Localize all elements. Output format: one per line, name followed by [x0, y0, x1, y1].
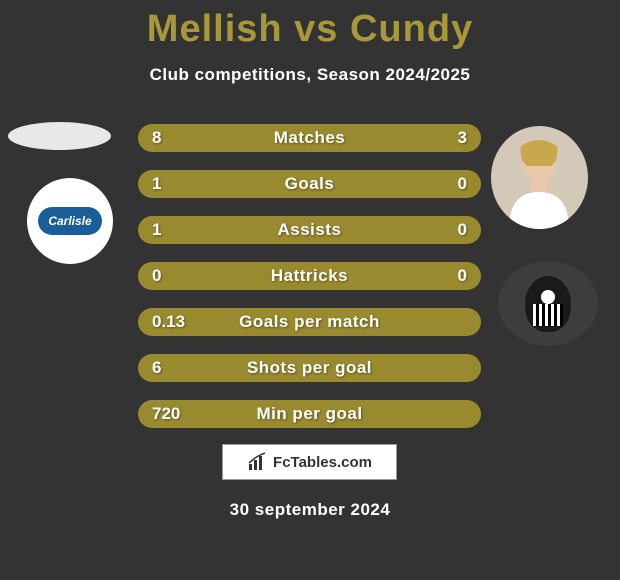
stat-left-value: 720: [152, 404, 180, 424]
notts-county-badge-icon: [525, 276, 571, 332]
stat-left-value: 0.13: [152, 312, 185, 332]
stat-label: Assists: [278, 220, 342, 240]
stat-label: Min per goal: [256, 404, 362, 424]
stat-label: Goals per match: [239, 312, 380, 332]
team-left-badge: Carlisle: [27, 178, 113, 264]
stat-right-value: 3: [458, 128, 467, 148]
footer-brand-logo: FcTables.com: [222, 444, 397, 480]
stat-row-goals: 1 Goals 0: [138, 170, 481, 198]
footer-date: 30 september 2024: [0, 500, 620, 520]
stat-left-value: 8: [152, 128, 161, 148]
stat-left-value: 6: [152, 358, 161, 378]
stat-right-value: 0: [458, 220, 467, 240]
stat-row-min-per-goal: 720 Min per goal: [138, 400, 481, 428]
stat-row-goals-per-match: 0.13 Goals per match: [138, 308, 481, 336]
carlisle-badge-icon: Carlisle: [38, 207, 102, 235]
stat-label: Matches: [274, 128, 346, 148]
stat-right-value: 0: [458, 174, 467, 194]
comparison-subtitle: Club competitions, Season 2024/2025: [0, 65, 620, 85]
comparison-title: Mellish vs Cundy: [0, 0, 620, 51]
stats-container: 8 Matches 3 1 Goals 0 1 Assists 0 0 Hatt…: [138, 124, 481, 446]
stat-label: Goals: [285, 174, 335, 194]
stat-right-value: 0: [458, 266, 467, 286]
stat-left-value: 1: [152, 220, 161, 240]
stat-row-matches: 8 Matches 3: [138, 124, 481, 152]
team-right-badge: [498, 261, 598, 346]
stat-left-value: 0: [152, 266, 161, 286]
stat-label: Hattricks: [271, 266, 348, 286]
footer-brand-text: FcTables.com: [273, 454, 372, 471]
stat-label: Shots per goal: [247, 358, 372, 378]
chart-icon: [247, 452, 267, 472]
stat-row-assists: 1 Assists 0: [138, 216, 481, 244]
stat-left-value: 1: [152, 174, 161, 194]
stat-row-shots-per-goal: 6 Shots per goal: [138, 354, 481, 382]
stat-row-hattricks: 0 Hattricks 0: [138, 262, 481, 290]
player-left-avatar: [8, 122, 111, 150]
player-right-avatar: [491, 126, 588, 229]
